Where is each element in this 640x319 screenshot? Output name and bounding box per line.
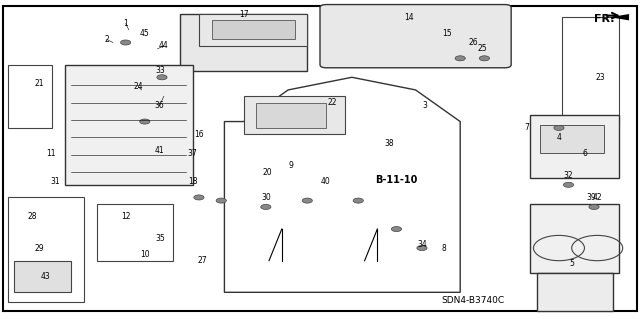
Text: 8: 8: [442, 243, 447, 253]
Bar: [537, 273, 613, 311]
Text: 31: 31: [51, 177, 60, 186]
Circle shape: [353, 198, 364, 203]
Text: 23: 23: [596, 73, 605, 82]
Text: 5: 5: [569, 259, 574, 268]
Text: 37: 37: [188, 149, 197, 158]
Circle shape: [260, 204, 271, 210]
Text: 33: 33: [156, 66, 166, 76]
Text: 42: 42: [593, 193, 602, 202]
Text: 9: 9: [289, 161, 294, 170]
Circle shape: [417, 246, 427, 250]
Bar: [531, 115, 620, 178]
Text: 20: 20: [263, 168, 273, 177]
Circle shape: [157, 75, 167, 80]
Circle shape: [479, 56, 490, 61]
Circle shape: [120, 40, 131, 45]
Text: 21: 21: [35, 79, 44, 88]
Text: 11: 11: [46, 149, 56, 158]
Bar: [65, 65, 193, 185]
Circle shape: [554, 125, 564, 130]
Bar: [531, 204, 620, 273]
Text: 7: 7: [525, 123, 529, 132]
Text: 25: 25: [477, 44, 487, 53]
Circle shape: [589, 204, 599, 210]
Text: 26: 26: [468, 38, 477, 47]
Bar: [212, 20, 294, 39]
Text: 44: 44: [159, 41, 169, 50]
Text: B-11-10: B-11-10: [375, 175, 418, 185]
Text: 24: 24: [134, 82, 143, 91]
Text: 28: 28: [28, 212, 36, 221]
Circle shape: [194, 195, 204, 200]
Text: 32: 32: [564, 171, 573, 180]
Bar: [14, 261, 72, 292]
Text: 41: 41: [155, 145, 164, 154]
Text: 6: 6: [582, 149, 587, 158]
Text: 27: 27: [197, 256, 207, 265]
Circle shape: [140, 119, 150, 124]
Text: 43: 43: [41, 272, 51, 281]
Text: 2: 2: [104, 35, 109, 44]
Text: 1: 1: [124, 19, 128, 28]
Circle shape: [563, 182, 573, 187]
Text: 17: 17: [239, 10, 248, 19]
Text: 3: 3: [422, 101, 428, 110]
Text: 10: 10: [140, 250, 150, 259]
Text: 4: 4: [557, 133, 561, 142]
Circle shape: [455, 56, 465, 61]
Text: 35: 35: [156, 234, 166, 243]
Bar: [180, 14, 307, 71]
FancyBboxPatch shape: [320, 4, 511, 68]
Circle shape: [392, 226, 401, 232]
Text: 18: 18: [188, 177, 197, 186]
Text: 40: 40: [320, 177, 330, 186]
Text: 16: 16: [194, 130, 204, 139]
Bar: [540, 125, 604, 153]
Circle shape: [216, 198, 227, 203]
Text: 15: 15: [443, 28, 452, 38]
Text: 30: 30: [261, 193, 271, 202]
Bar: [199, 14, 307, 46]
Circle shape: [302, 198, 312, 203]
Text: 36: 36: [154, 101, 164, 110]
Text: SDN4-B3740C: SDN4-B3740C: [442, 296, 504, 305]
Bar: [244, 96, 346, 134]
Text: FR.: FR.: [594, 14, 614, 24]
Text: 39: 39: [586, 193, 596, 202]
Text: 14: 14: [404, 13, 414, 22]
Text: 38: 38: [384, 139, 394, 148]
Text: 12: 12: [121, 212, 131, 221]
Text: 22: 22: [328, 98, 337, 107]
Text: 45: 45: [140, 28, 150, 38]
Text: 29: 29: [35, 243, 44, 253]
Bar: [256, 103, 326, 128]
Polygon shape: [610, 14, 629, 20]
Text: 34: 34: [417, 241, 427, 249]
